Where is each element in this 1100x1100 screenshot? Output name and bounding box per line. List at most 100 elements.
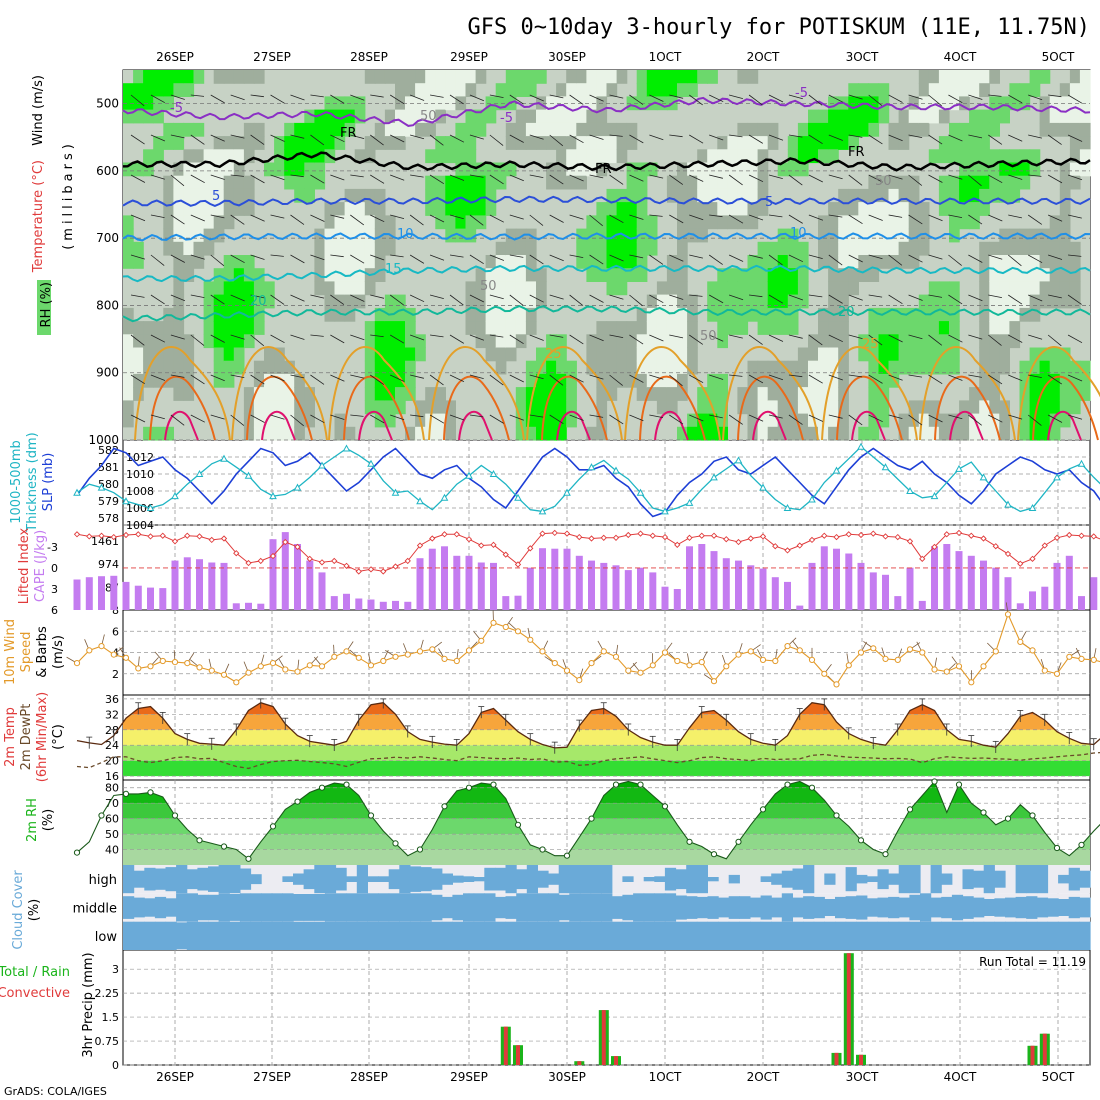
rh-cell bbox=[1019, 373, 1031, 388]
wind-speed-line-point bbox=[502, 623, 509, 631]
lifted-point bbox=[392, 563, 399, 570]
wind-barb bbox=[190, 334, 205, 346]
rh-cell bbox=[697, 202, 708, 216]
rh-cell bbox=[818, 321, 829, 335]
rh-cell bbox=[959, 413, 970, 428]
rh-cell bbox=[384, 294, 396, 309]
rh-cell bbox=[797, 387, 809, 401]
temp-line bbox=[76, 701, 1100, 749]
rh-cell bbox=[123, 109, 134, 124]
rh-cell bbox=[999, 162, 1010, 177]
rh-cell bbox=[515, 334, 527, 349]
rh-cell bbox=[1029, 83, 1041, 97]
rh-cell bbox=[173, 241, 185, 256]
rh-cell bbox=[304, 400, 315, 415]
cloud-cell bbox=[856, 895, 868, 920]
cloud-cell bbox=[176, 922, 188, 950]
precip-conv-bar bbox=[846, 953, 851, 1065]
rh-cell bbox=[666, 294, 678, 309]
y-tick-label: 600 bbox=[96, 164, 119, 178]
rh-cell bbox=[797, 426, 809, 441]
rh-cell bbox=[938, 347, 950, 362]
isotherm bbox=[458, 410, 493, 441]
rh-cell bbox=[485, 307, 497, 322]
cloud-cell bbox=[378, 876, 390, 882]
rh-cell bbox=[183, 334, 195, 349]
rh-cell bbox=[979, 400, 990, 415]
rh-cell bbox=[596, 373, 608, 388]
wind-barb bbox=[709, 174, 723, 179]
lifted-point bbox=[465, 536, 473, 543]
rh-cell bbox=[596, 241, 608, 256]
cloud-cell bbox=[866, 876, 878, 882]
wind-barb bbox=[350, 254, 365, 264]
rh-cell bbox=[677, 188, 688, 203]
rh-cell bbox=[918, 426, 930, 441]
rh-cell bbox=[1019, 175, 1031, 190]
wind-barb bbox=[509, 414, 524, 421]
cape-bar bbox=[1004, 577, 1012, 610]
cape-bar bbox=[820, 546, 828, 610]
wind-barb bbox=[290, 254, 305, 264]
rh-cell bbox=[163, 83, 174, 97]
rh-cell bbox=[797, 281, 809, 296]
rh-cell bbox=[707, 70, 718, 84]
rh-cell bbox=[253, 268, 265, 282]
rh-cell bbox=[737, 162, 749, 177]
rh-cell bbox=[959, 162, 970, 177]
rh-cell bbox=[737, 215, 749, 230]
rh-cell bbox=[374, 387, 386, 401]
cloud-cell bbox=[973, 897, 985, 918]
cloud-cell bbox=[293, 873, 305, 885]
rh2m-line-point bbox=[857, 837, 865, 844]
rh-cell bbox=[264, 387, 275, 401]
rh-cell bbox=[485, 109, 497, 124]
rh2m-line-point bbox=[343, 781, 350, 788]
precip-conv-bar bbox=[614, 1056, 618, 1065]
rh-cell bbox=[949, 96, 960, 111]
rh-cell bbox=[183, 175, 195, 190]
wind-barb bbox=[908, 414, 923, 426]
wind-speed-line-point bbox=[845, 662, 852, 669]
rh-cell bbox=[153, 149, 164, 164]
rh-cell bbox=[596, 136, 608, 150]
cloud-cell bbox=[601, 865, 613, 894]
rh-cell bbox=[465, 321, 477, 335]
thickness-point bbox=[97, 483, 106, 491]
rh-cell bbox=[818, 360, 829, 375]
rh-cell bbox=[656, 400, 668, 415]
rh-cell bbox=[193, 149, 205, 164]
wind-barb bbox=[150, 174, 165, 180]
rh-cell bbox=[556, 347, 567, 362]
rh-cell bbox=[455, 70, 467, 84]
rh-cell bbox=[203, 162, 215, 177]
cape-bar bbox=[269, 539, 277, 610]
rh-cell bbox=[626, 347, 638, 362]
wind-barb bbox=[868, 374, 883, 384]
wind-barb bbox=[589, 254, 604, 265]
cloud-cell bbox=[335, 921, 347, 950]
wind-barb bbox=[310, 294, 325, 299]
rh2m-line-point bbox=[416, 846, 424, 853]
cloud-cell bbox=[866, 921, 878, 950]
lifted-point bbox=[478, 542, 485, 549]
rh-cell bbox=[495, 268, 507, 282]
rh-cell bbox=[959, 188, 970, 203]
rh-cell bbox=[395, 70, 406, 84]
rh-cell bbox=[143, 96, 154, 111]
rh-cell bbox=[233, 70, 245, 84]
lifted-point bbox=[955, 529, 963, 537]
rh-cell bbox=[878, 241, 890, 256]
rh-cell bbox=[797, 268, 809, 282]
wind-barb bbox=[509, 174, 524, 182]
cape-bar bbox=[1053, 562, 1061, 610]
rh-cell bbox=[233, 321, 245, 335]
rh-cell bbox=[999, 360, 1010, 375]
rh-cell bbox=[838, 307, 849, 322]
cloud-cell bbox=[123, 865, 135, 894]
wind-barb bbox=[469, 414, 484, 418]
cloud-cell bbox=[888, 896, 900, 919]
wind-barb bbox=[828, 214, 843, 218]
rh-cell bbox=[1019, 281, 1031, 296]
rh-cell bbox=[787, 321, 799, 335]
